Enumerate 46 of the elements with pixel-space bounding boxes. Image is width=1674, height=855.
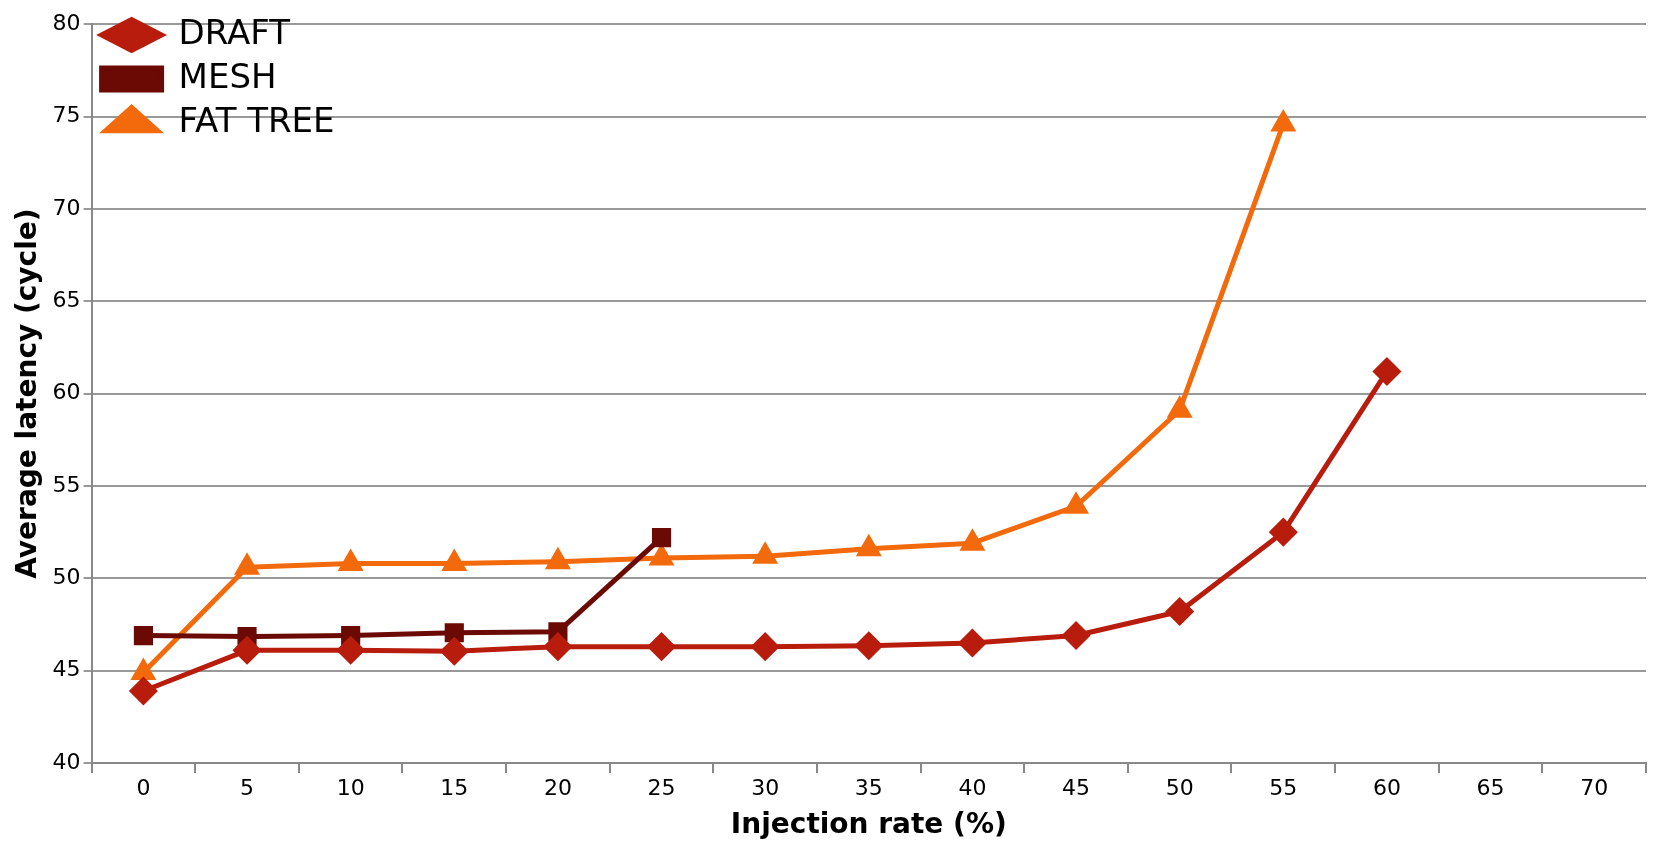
y-tick-label: 75 bbox=[52, 102, 81, 128]
y-tick-label: 45 bbox=[52, 656, 81, 682]
legend-label: MESH bbox=[178, 55, 277, 96]
point bbox=[958, 629, 986, 657]
x-tick-label: 70 bbox=[1580, 774, 1609, 800]
point bbox=[337, 636, 365, 664]
point bbox=[129, 677, 157, 705]
x-tick-label: 50 bbox=[1165, 774, 1194, 800]
y-axis-title: Average latency (cycle) bbox=[10, 208, 44, 579]
point bbox=[444, 623, 464, 643]
y-tick-label: 65 bbox=[52, 286, 81, 312]
x-tick-label: 30 bbox=[751, 774, 780, 800]
point bbox=[1166, 598, 1194, 626]
point bbox=[648, 633, 676, 661]
x-tick-label: 0 bbox=[136, 774, 151, 800]
point bbox=[1373, 357, 1401, 385]
point bbox=[440, 637, 468, 665]
point bbox=[133, 625, 153, 646]
x-tick-label: 10 bbox=[336, 774, 365, 800]
point bbox=[544, 633, 572, 661]
y-tick-label: 80 bbox=[52, 9, 81, 35]
legend-label: DRAFT bbox=[178, 11, 291, 52]
point bbox=[1269, 518, 1297, 546]
x-tick-label: 45 bbox=[1062, 774, 1091, 800]
point bbox=[1270, 109, 1297, 132]
x-axis-title: Injection rate (%) bbox=[730, 807, 1007, 841]
point bbox=[1062, 622, 1090, 650]
y-tick-label: 60 bbox=[52, 379, 81, 405]
x-tick-label: 20 bbox=[543, 774, 572, 800]
x-tick-label: 60 bbox=[1372, 774, 1401, 800]
point bbox=[233, 636, 261, 664]
x-tick-label: 15 bbox=[440, 774, 469, 800]
point bbox=[751, 633, 779, 661]
y-tick-label: 70 bbox=[52, 194, 81, 220]
x-tick-label: 35 bbox=[854, 774, 883, 800]
point bbox=[855, 632, 883, 660]
x-tick-label: 65 bbox=[1476, 774, 1505, 800]
point bbox=[651, 528, 672, 548]
y-tick-label: 50 bbox=[52, 564, 81, 590]
legend-label: FAT TREE bbox=[178, 99, 335, 140]
x-tick-label: 55 bbox=[1269, 774, 1298, 800]
x-tick-label: 5 bbox=[240, 774, 255, 800]
y-tick-label: 40 bbox=[52, 748, 81, 774]
y-tick-label: 55 bbox=[52, 471, 81, 497]
x-tick-label: 40 bbox=[958, 774, 987, 800]
x-tick-label: 25 bbox=[647, 774, 676, 800]
